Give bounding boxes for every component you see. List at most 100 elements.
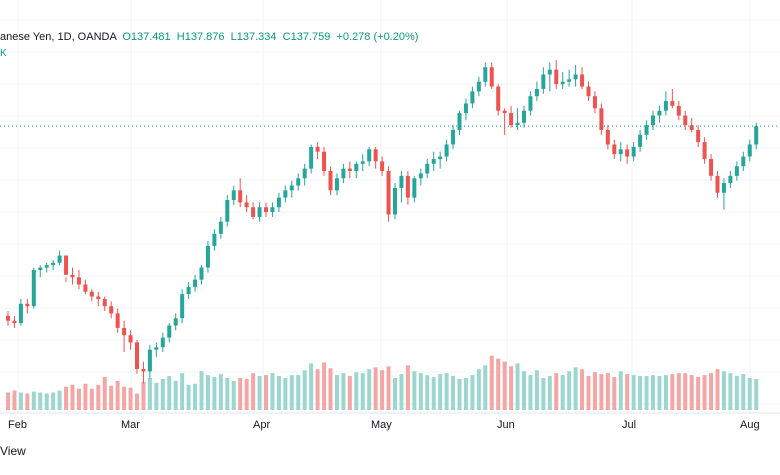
candle-body (89, 291, 94, 297)
volume-bar (231, 380, 236, 410)
volume-bar (147, 377, 152, 410)
candle-body (670, 101, 675, 106)
candle-body (444, 144, 449, 157)
candle-body (212, 233, 217, 246)
x-tick-label: May (371, 419, 392, 431)
candle-body (186, 286, 191, 295)
volume-bar (425, 375, 430, 410)
candle-body (586, 86, 591, 97)
change-value: +0.278 (+0.20%) (336, 31, 419, 43)
volume-bar (347, 376, 352, 410)
candle-body (276, 197, 281, 208)
candle-body (231, 190, 236, 200)
volume-bar (328, 368, 333, 410)
candle-body (709, 158, 714, 176)
candle-body (470, 91, 475, 104)
candle-body (754, 126, 759, 145)
candle-body (599, 108, 604, 130)
volume-bar (663, 375, 668, 410)
candle-body (193, 279, 198, 287)
volume-bar (741, 374, 746, 410)
footer-link[interactable]: View (0, 444, 26, 458)
volume-bar (457, 378, 462, 410)
volume-legend: K (0, 48, 7, 59)
candle-body (180, 294, 185, 319)
candle-body (496, 86, 501, 111)
volume-bar (289, 375, 294, 410)
ohlc-values: O137.481 H137.876 L137.334 C137.759 +0.2… (119, 31, 418, 43)
candle-body (122, 327, 127, 336)
volume-bar (225, 377, 230, 410)
candle-body (334, 178, 339, 191)
volume-bar (586, 376, 591, 410)
volume-bar (244, 378, 249, 410)
volume-bar (573, 367, 578, 410)
high-value: 137.876 (184, 31, 225, 43)
volume-bar (296, 375, 301, 410)
candle-body (489, 67, 494, 87)
candle-body (6, 315, 10, 321)
candle-body (76, 277, 81, 285)
candle-body (309, 146, 314, 169)
volume-bar (567, 371, 572, 410)
candle-body (296, 178, 301, 186)
candle-body (64, 255, 69, 275)
volume-bar (122, 386, 127, 410)
candle-body (412, 178, 417, 198)
volume-bar (734, 376, 739, 410)
volume-bar (476, 369, 481, 410)
candle-body (225, 200, 230, 222)
time-axis: Feb Mar Apr May Jun Jul Aug (8, 419, 760, 431)
volume-bar (715, 369, 720, 410)
candle-body (438, 156, 443, 159)
candle-body (283, 190, 288, 198)
volume-bar (625, 374, 630, 410)
volume-bar (309, 363, 314, 410)
volume-bar (721, 371, 726, 410)
candle-body (418, 173, 423, 179)
candle-body (638, 134, 643, 147)
volume-bar (341, 373, 346, 410)
volume-bar (644, 376, 649, 410)
volume-bar (709, 373, 714, 410)
candle-body (251, 207, 256, 217)
candle-body (509, 113, 514, 126)
volume-bar (251, 373, 256, 410)
candle-body (141, 368, 146, 372)
volume-bar (70, 384, 75, 410)
volume-bar (373, 367, 378, 410)
volume-bar (489, 355, 494, 410)
candle-body (747, 144, 752, 157)
volume-bar (135, 393, 139, 410)
volume-bar (109, 385, 114, 410)
volume-bar (25, 393, 30, 410)
volume-bar (444, 373, 449, 410)
candle-body (83, 284, 88, 292)
volume-bar (205, 375, 210, 410)
candle-body (399, 175, 404, 188)
volume-bar (128, 387, 133, 410)
volume-bar (89, 388, 94, 410)
candle-body (528, 96, 533, 111)
volume-bar (702, 375, 707, 410)
candle-body (502, 110, 507, 114)
volume-bar (618, 371, 623, 410)
volume-bar (754, 378, 759, 410)
volume-bar (399, 374, 404, 410)
volume-bar (380, 370, 385, 410)
candle-body (57, 255, 62, 263)
volume-bar (12, 390, 17, 410)
candle-body (173, 318, 178, 326)
candle-body (244, 202, 249, 208)
candle-body (476, 81, 481, 92)
volume-bar (696, 377, 701, 410)
candle-body (534, 88, 539, 97)
candle-body (386, 171, 391, 215)
candle-body (592, 96, 597, 109)
candle-body (341, 168, 346, 179)
candle-body (431, 158, 436, 164)
candle-body (547, 69, 552, 75)
candle-body (18, 303, 23, 324)
candle-body (721, 183, 726, 193)
